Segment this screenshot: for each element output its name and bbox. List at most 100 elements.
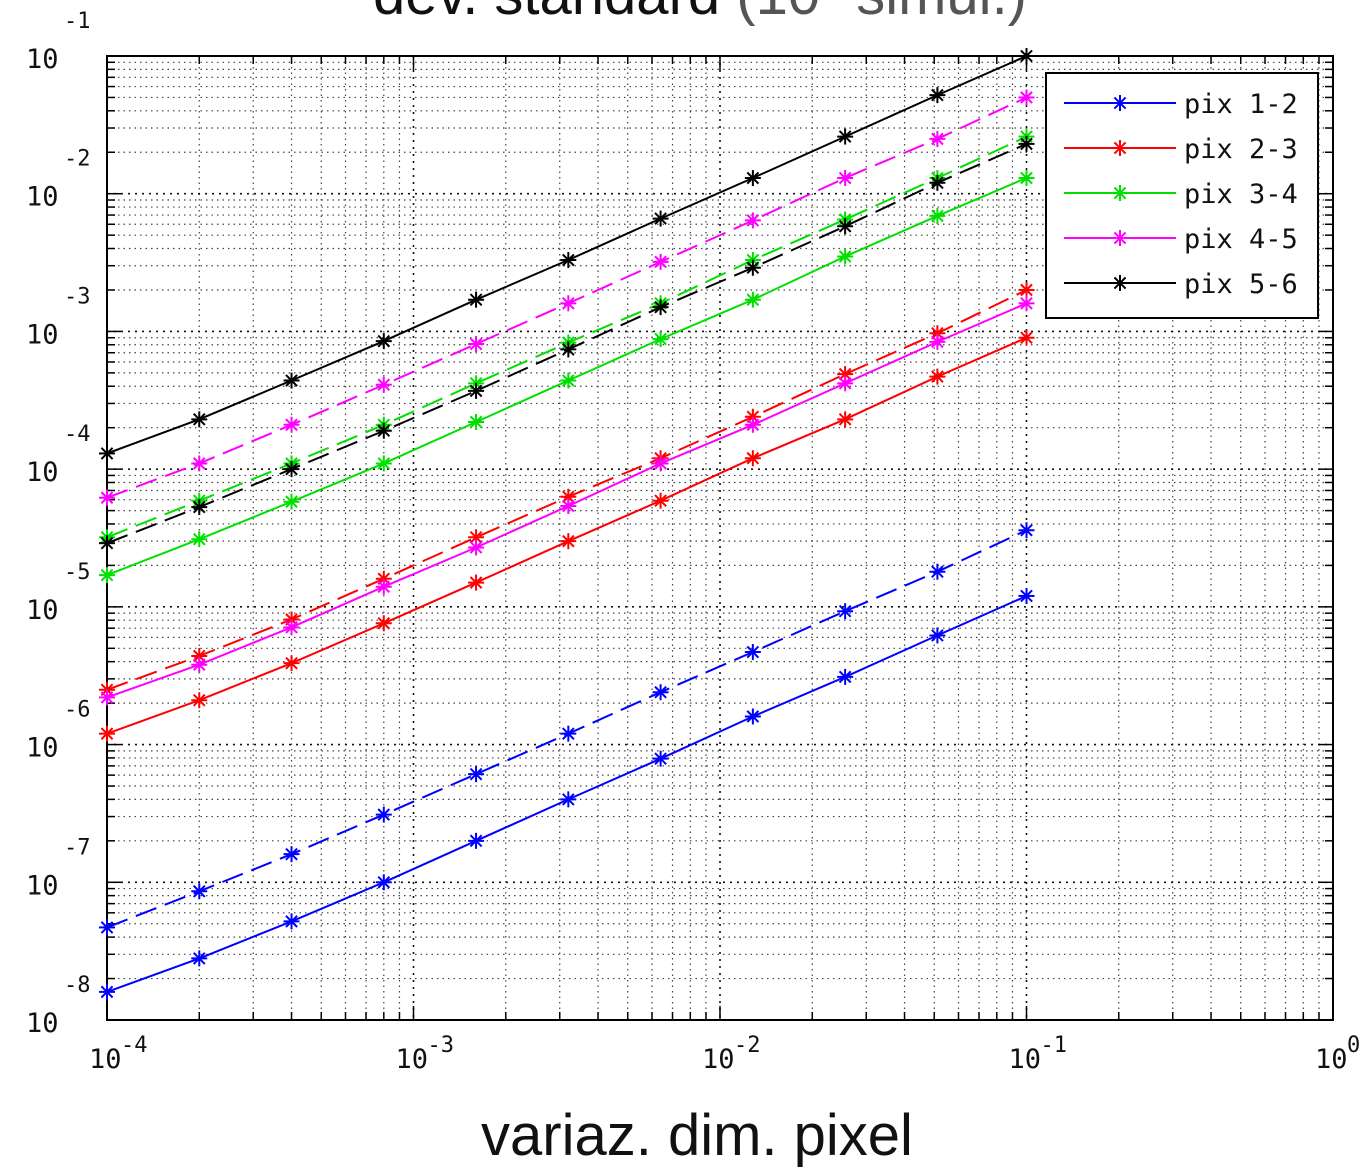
data-point-pix-3-4-solid — [468, 413, 485, 430]
x-tick-label-base: 10 — [1009, 1044, 1042, 1075]
data-point-pix-2-3-solid — [468, 574, 485, 591]
marker-stroke — [931, 176, 944, 190]
series-line-pix-2-3-solid — [106, 336, 1027, 735]
legend-marker-swatch — [1112, 95, 1128, 111]
data-point-pix-2-3-dashed — [560, 488, 577, 505]
marker-stroke — [562, 727, 575, 740]
x-tick-label-base: 10 — [396, 1044, 429, 1075]
data-point-pix-5-6-dashed — [929, 174, 946, 191]
x-tick-label-base: 10 — [89, 1044, 122, 1075]
marker-stroke — [377, 457, 391, 470]
y-tick-label-base: 10 — [26, 44, 59, 75]
marker-stroke — [562, 534, 575, 548]
data-point-pix-4-5-dashed — [560, 295, 577, 312]
marker-stroke — [838, 377, 852, 390]
x-tick-label-base: 10 — [1315, 1044, 1348, 1075]
marker-stroke — [377, 616, 391, 630]
marker-stroke — [100, 985, 114, 999]
marker-stroke — [100, 727, 114, 740]
data-point-pix-1-2-solid — [1018, 587, 1035, 604]
series-line-pix-3-4-dashed — [106, 135, 1027, 539]
data-point-pix-2-3-solid — [929, 368, 946, 385]
marker-stroke — [931, 629, 944, 642]
data-point-pix-5-6-dashed — [375, 422, 392, 439]
legend: pix 1-2 pix 2-3 pix 3-4 pix 4-5 pix 5-6 — [1045, 72, 1319, 319]
marker-stroke — [1113, 96, 1127, 110]
data-point-pix-1-2-solid — [468, 832, 485, 849]
marker-stroke — [746, 214, 760, 227]
legend-marker-swatch — [1112, 185, 1128, 201]
data-point-pix-5-6-solid — [375, 333, 392, 350]
data-point-pix-1-2-dashed — [1018, 522, 1035, 539]
data-point-pix-5-6-solid — [744, 170, 761, 187]
y-tick-label-base: 10 — [26, 182, 59, 213]
marker-stroke — [562, 297, 575, 310]
marker-stroke — [192, 884, 206, 898]
marker-stroke — [931, 209, 944, 223]
marker-stroke — [285, 462, 298, 476]
data-point-pix-1-2-solid — [652, 750, 669, 767]
data-point-pix-4-5-solid — [837, 375, 854, 392]
marker-stroke — [1020, 331, 1033, 345]
data-point-pix-5-6-solid — [1018, 48, 1035, 64]
data-point-pix-5-6-dashed — [99, 535, 115, 552]
x-tick-label-exponent: 0 — [1347, 1033, 1360, 1058]
marker-stroke — [838, 130, 852, 143]
data-point-pix-5-6-solid — [929, 87, 946, 104]
data-point-pix-3-4-solid — [99, 567, 115, 584]
data-point-pix-4-5-solid — [468, 539, 485, 556]
y-tick-label-exponent: -7 — [64, 835, 91, 860]
data-point-pix-5-6-solid — [837, 128, 854, 145]
data-point-pix-4-5-solid — [99, 689, 115, 706]
marker-stroke — [192, 532, 206, 546]
marker-stroke — [192, 500, 206, 514]
legend-label: pix 5-6 — [1184, 269, 1298, 300]
marker-stroke — [838, 604, 852, 618]
marker-stroke — [192, 952, 206, 965]
marker-stroke — [100, 536, 114, 550]
marker-stroke — [1020, 137, 1033, 151]
data-point-pix-3-4-solid — [1018, 170, 1035, 187]
data-point-pix-1-2-dashed — [560, 725, 577, 742]
data-point-pix-4-5-solid — [560, 497, 577, 514]
series-line-pix-3-4-solid — [106, 177, 1027, 577]
marker-stroke — [469, 767, 483, 781]
marker-stroke — [838, 670, 852, 684]
legend-label: pix 4-5 — [1184, 224, 1298, 255]
legend-box — [1045, 72, 1319, 319]
marker-stroke — [469, 415, 483, 429]
x-tick-label-exponent: -1 — [1041, 1033, 1068, 1058]
data-point-pix-4-5-dashed — [375, 376, 392, 393]
data-point-pix-1-2-dashed — [929, 563, 946, 580]
marker-stroke — [654, 685, 667, 699]
data-point-pix-3-4-solid — [929, 207, 946, 224]
chart-title: dev. standard (104 simul.) — [373, 0, 1027, 27]
data-point-pix-3-4-solid — [283, 493, 300, 510]
y-tick-label-base: 10 — [26, 595, 59, 626]
marker-stroke — [654, 255, 667, 269]
y-tick-label-base: 10 — [26, 319, 59, 350]
data-point-pix-4-5-solid — [375, 578, 392, 595]
marker-stroke — [562, 374, 575, 387]
data-point-pix-5-6-dashed — [468, 382, 485, 399]
marker-stroke — [838, 219, 852, 233]
data-point-pix-2-3-solid — [837, 411, 854, 428]
data-point-pix-1-2-dashed — [191, 883, 208, 900]
marker-stroke — [838, 413, 852, 426]
data-point-pix-4-5-solid — [1018, 295, 1035, 312]
data-point-pix-5-6-solid — [560, 252, 577, 269]
marker-stroke — [931, 88, 944, 102]
marker-stroke — [285, 495, 298, 509]
marker-stroke — [1113, 276, 1127, 290]
data-point-pix-1-2-solid — [191, 950, 208, 967]
data-point-pix-2-3-solid — [652, 492, 669, 509]
marker-stroke — [562, 253, 575, 267]
marker-stroke — [1113, 231, 1127, 245]
marker-stroke — [377, 808, 391, 821]
data-point-pix-1-2-solid — [560, 791, 577, 808]
marker-stroke — [100, 921, 114, 934]
y-tick-label-exponent: -3 — [64, 284, 91, 309]
marker-stroke — [1113, 186, 1127, 200]
data-point-pix-1-2-solid — [744, 708, 761, 725]
